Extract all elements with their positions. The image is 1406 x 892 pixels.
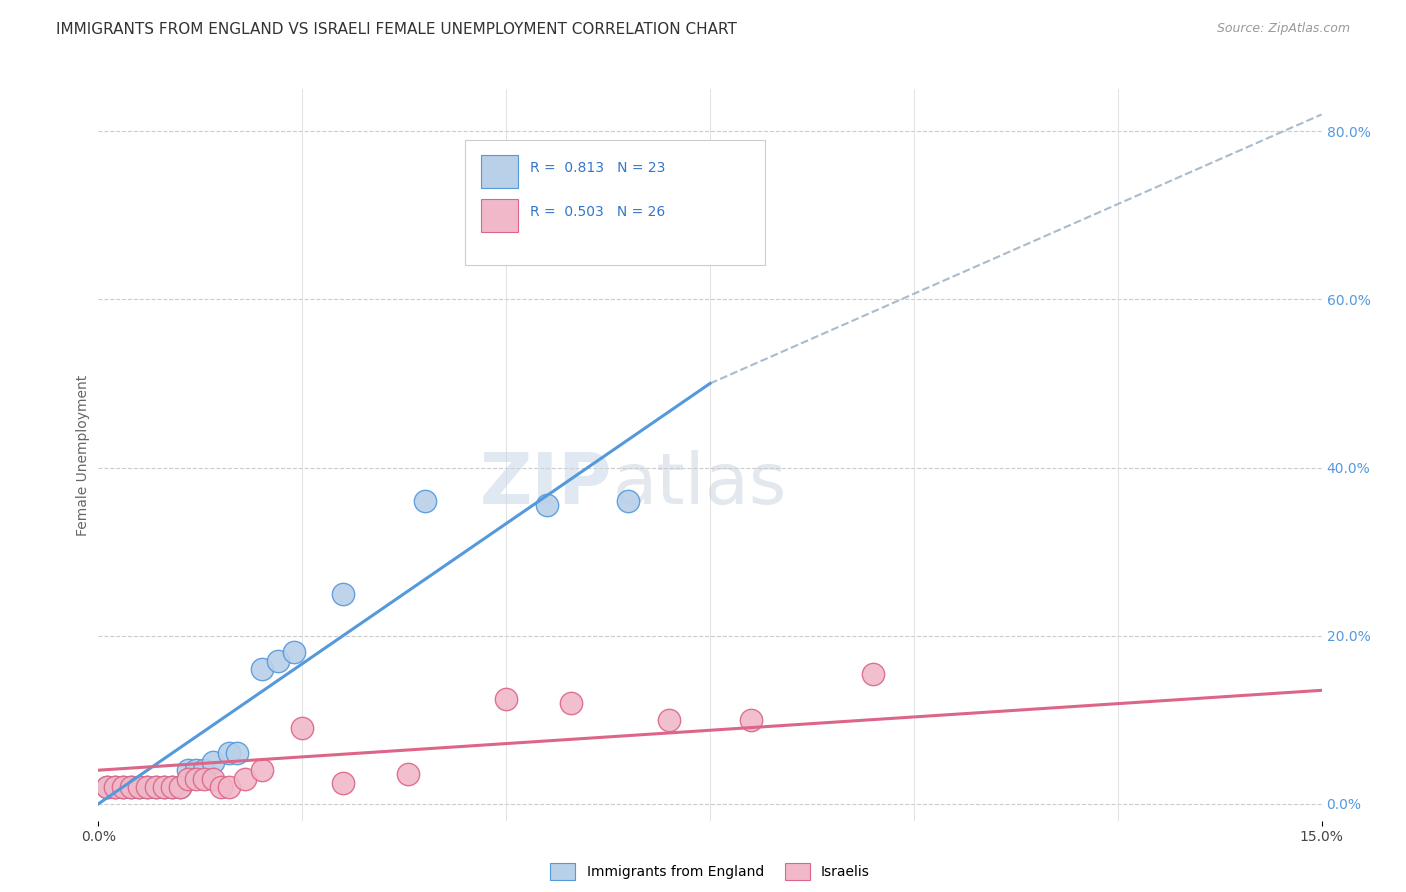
FancyBboxPatch shape: [481, 199, 517, 232]
Text: atlas: atlas: [612, 450, 786, 518]
FancyBboxPatch shape: [465, 140, 765, 265]
Point: [233, 772, 256, 786]
Point: [332, 776, 354, 790]
Point: [193, 763, 215, 777]
Point: [160, 780, 183, 794]
Point: [332, 587, 354, 601]
Point: [209, 780, 232, 794]
Point: [201, 772, 224, 786]
Point: [120, 780, 142, 794]
Point: [120, 780, 142, 794]
Text: Source: ZipAtlas.com: Source: ZipAtlas.com: [1216, 22, 1350, 36]
Point: [218, 747, 240, 761]
Point: [111, 780, 134, 794]
Point: [396, 767, 419, 781]
Point: [862, 666, 884, 681]
Point: [152, 780, 174, 794]
Legend: Immigrants from England, Israelis: Immigrants from England, Israelis: [550, 863, 870, 880]
Point: [145, 780, 167, 794]
Point: [169, 780, 191, 794]
Point: [658, 713, 681, 727]
Point: [201, 755, 224, 769]
Point: [740, 713, 762, 727]
Point: [226, 747, 249, 761]
Point: [136, 780, 159, 794]
Point: [536, 499, 558, 513]
Point: [128, 780, 150, 794]
Text: R =  0.503   N = 26: R = 0.503 N = 26: [530, 205, 665, 219]
Point: [250, 662, 273, 676]
Point: [104, 780, 127, 794]
Point: [96, 780, 118, 794]
Point: [495, 691, 517, 706]
Point: [250, 763, 273, 777]
Point: [96, 780, 118, 794]
Point: [193, 772, 215, 786]
Text: IMMIGRANTS FROM ENGLAND VS ISRAELI FEMALE UNEMPLOYMENT CORRELATION CHART: IMMIGRANTS FROM ENGLAND VS ISRAELI FEMAL…: [56, 22, 737, 37]
Text: R =  0.813   N = 23: R = 0.813 N = 23: [530, 161, 665, 175]
Point: [160, 780, 183, 794]
Point: [128, 780, 150, 794]
Point: [145, 780, 167, 794]
Point: [267, 654, 290, 668]
Point: [136, 780, 159, 794]
Point: [186, 763, 208, 777]
Point: [218, 780, 240, 794]
Point: [291, 721, 314, 735]
Point: [177, 763, 200, 777]
Point: [617, 494, 640, 508]
Point: [413, 494, 436, 508]
Point: [177, 772, 200, 786]
Point: [186, 772, 208, 786]
Text: ZIP: ZIP: [479, 450, 612, 518]
Point: [104, 780, 127, 794]
Point: [169, 780, 191, 794]
Point: [111, 780, 134, 794]
FancyBboxPatch shape: [481, 155, 517, 188]
Y-axis label: Female Unemployment: Female Unemployment: [76, 375, 90, 535]
Point: [283, 645, 305, 659]
Point: [560, 696, 582, 710]
Point: [152, 780, 174, 794]
